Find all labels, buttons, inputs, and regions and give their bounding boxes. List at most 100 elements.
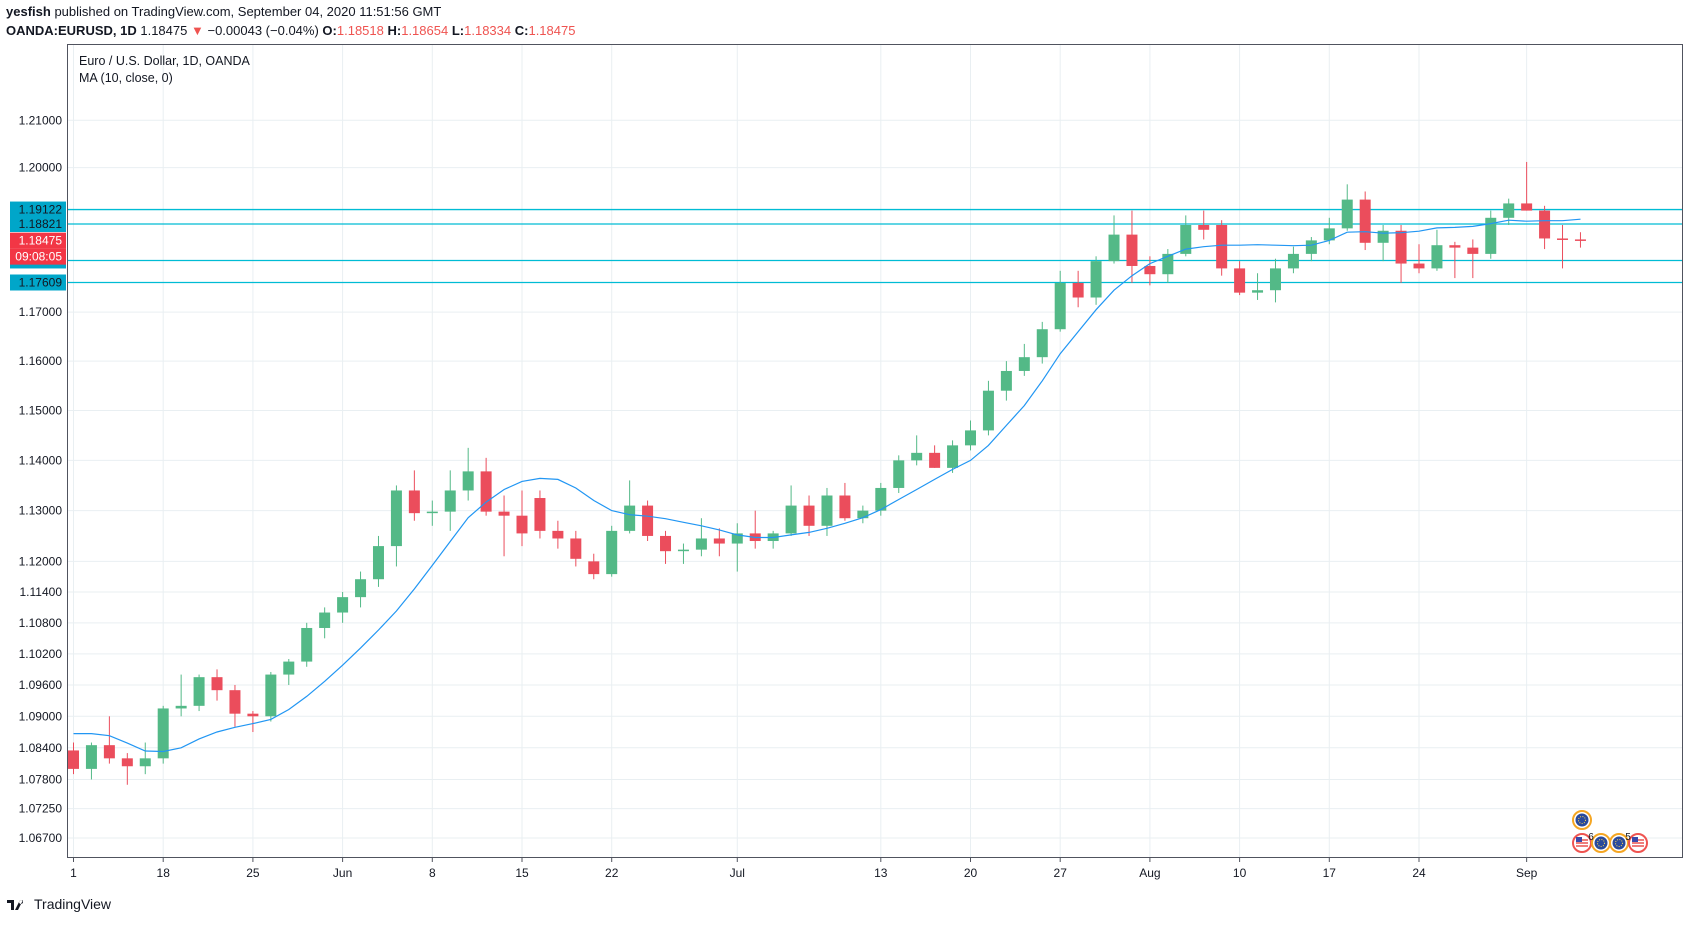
ma-line (73, 218, 1581, 753)
author-name[interactable]: yesfish (6, 4, 51, 19)
candle (1395, 224, 1407, 283)
candle (552, 520, 564, 549)
x-tick-label: Sep (1516, 866, 1538, 880)
y-tick-label: 1.09000 (19, 709, 63, 723)
candle (444, 470, 456, 531)
candle (1036, 321, 1048, 364)
candle (175, 674, 187, 717)
publish-datetime: September 04, 2020 11:51:56 GMT (237, 4, 442, 19)
flag-stars (1615, 839, 1623, 847)
candle-body (624, 505, 636, 531)
candle-body (1431, 245, 1443, 269)
brand-name[interactable]: TradingView (34, 896, 112, 912)
high-value: 1.18654 (401, 23, 449, 38)
x-tick-label: 17 (1323, 866, 1337, 880)
candle-body (157, 708, 169, 759)
event-count-badge: 5 (1625, 832, 1631, 843)
candle (857, 505, 869, 524)
horizontal-lines[interactable] (68, 208, 1682, 284)
x-tick-label: Aug (1139, 866, 1160, 880)
y-tick-label: 1.15000 (19, 404, 63, 418)
horizontal-line-tag (10, 274, 66, 291)
candle-body (355, 579, 367, 598)
candle (1162, 249, 1174, 283)
y-tick-label: 1.07800 (19, 772, 63, 786)
flag-fill (1594, 836, 1608, 850)
symbol-label: OANDA:EURUSD, 1D (6, 23, 137, 38)
candle (1054, 270, 1066, 332)
candle-body (1467, 247, 1479, 254)
candle-body (1198, 224, 1210, 230)
candle (1216, 220, 1228, 276)
x-tick-label: 25 (246, 866, 260, 880)
candle-body (1485, 217, 1497, 254)
candle (1072, 270, 1084, 308)
candle (1557, 224, 1569, 269)
candle (193, 674, 205, 712)
candle (516, 490, 528, 547)
candle (480, 457, 492, 516)
candle-body (283, 661, 295, 675)
candle (301, 622, 313, 667)
candle-body (1108, 234, 1120, 262)
y-tick-label: 1.21000 (19, 113, 63, 127)
candle-body (498, 511, 510, 516)
horizontal-line-tag-label: 1.19122 (19, 203, 63, 217)
x-tick-label: 18 (157, 866, 171, 880)
candle (839, 482, 851, 521)
open-value: 1.18518 (336, 23, 384, 38)
candle-body (193, 677, 205, 706)
horizontal-line-tag (10, 201, 66, 218)
candle-body (1234, 268, 1246, 293)
candle (1467, 239, 1479, 279)
candle-body (1018, 357, 1030, 371)
y-tick-label: 1.10800 (19, 616, 63, 630)
candle (731, 523, 743, 572)
candle (965, 420, 976, 451)
candle (68, 742, 79, 775)
candle-body (319, 612, 331, 628)
candle (642, 500, 654, 542)
candle-body (660, 535, 672, 552)
candle (390, 485, 402, 567)
candle (534, 490, 546, 539)
us-flag-event-icon[interactable] (1628, 833, 1648, 853)
time-axis[interactable]: 1 18 25 Jun 8 15 22 Jul 13 20 27 Aug 10 17 24 Sep (70, 857, 1538, 880)
candle (1539, 205, 1551, 250)
candle (624, 480, 636, 534)
candle (265, 671, 277, 722)
candle-body (175, 705, 187, 709)
low-value: 1.18334 (464, 23, 512, 38)
x-tick-label: 22 (605, 866, 619, 880)
candle (103, 716, 115, 764)
candle-body (1323, 228, 1335, 241)
candle (1485, 210, 1497, 259)
candle (247, 711, 259, 733)
low-label: L: (451, 23, 465, 38)
x-tick-label: 15 (515, 866, 529, 880)
eu-flag-event-icon[interactable] (1591, 833, 1611, 853)
price-axis[interactable]: 1.21000 1.20000 1.17000 1.16000 1.15000 1.140… (10, 113, 66, 845)
candle-body (265, 674, 277, 717)
candle-body (1539, 210, 1551, 239)
x-tick-label: 10 (1233, 866, 1247, 880)
y-tick-label: 1.20000 (19, 161, 63, 175)
candle-body (229, 690, 241, 714)
candle (1449, 241, 1461, 279)
candle-body (1305, 240, 1317, 254)
candle (1252, 273, 1264, 300)
candle (1269, 258, 1281, 303)
candle-body (121, 758, 133, 767)
candle (1359, 191, 1371, 251)
x-tick-label: 13 (874, 866, 888, 880)
eu-flag-event-icon[interactable] (1572, 810, 1592, 830)
candle (319, 607, 331, 639)
candle (426, 500, 438, 526)
published-prefix: published on TradingView.com, (54, 4, 235, 19)
last-price: 1.18475 (140, 23, 188, 38)
down-arrow-icon: ▼ (190, 23, 204, 38)
candle-body (139, 758, 151, 767)
countdown-tag-label: 09:08:05 (15, 250, 62, 264)
